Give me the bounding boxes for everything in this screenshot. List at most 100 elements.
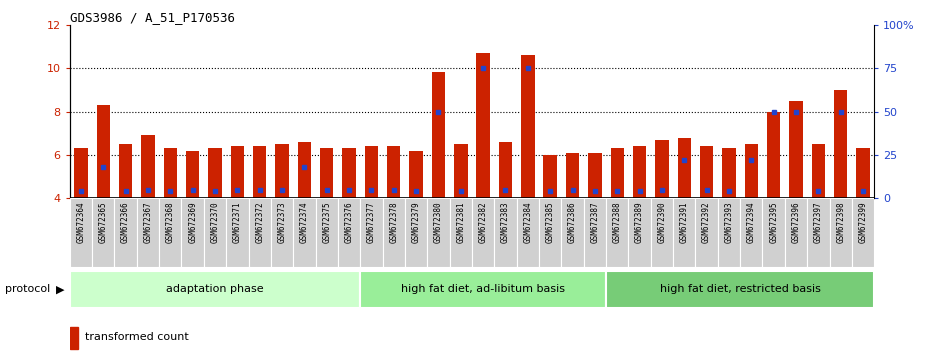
FancyBboxPatch shape xyxy=(606,271,874,308)
Bar xyxy=(632,146,646,198)
Bar xyxy=(588,153,602,198)
Bar xyxy=(745,144,758,198)
Bar xyxy=(565,153,579,198)
Text: GSM672399: GSM672399 xyxy=(858,202,868,243)
Text: GSM672374: GSM672374 xyxy=(299,202,309,243)
FancyBboxPatch shape xyxy=(449,198,472,267)
FancyBboxPatch shape xyxy=(830,198,852,267)
FancyBboxPatch shape xyxy=(763,198,785,267)
Bar xyxy=(365,146,379,198)
Bar xyxy=(186,150,199,198)
FancyBboxPatch shape xyxy=(181,198,204,267)
Text: GDS3986 / A_51_P170536: GDS3986 / A_51_P170536 xyxy=(70,11,234,24)
Bar xyxy=(320,148,334,198)
Bar xyxy=(834,90,847,198)
Bar xyxy=(521,55,535,198)
Text: GSM672392: GSM672392 xyxy=(702,202,711,243)
FancyBboxPatch shape xyxy=(204,198,226,267)
FancyBboxPatch shape xyxy=(70,198,92,267)
Bar xyxy=(700,146,713,198)
Text: GSM672369: GSM672369 xyxy=(188,202,197,243)
FancyBboxPatch shape xyxy=(718,198,740,267)
Text: GSM672388: GSM672388 xyxy=(613,202,622,243)
FancyBboxPatch shape xyxy=(606,198,629,267)
Bar xyxy=(432,73,445,198)
FancyBboxPatch shape xyxy=(852,198,874,267)
Text: ▶: ▶ xyxy=(56,284,64,295)
Text: GSM672373: GSM672373 xyxy=(277,202,286,243)
Text: GSM672376: GSM672376 xyxy=(345,202,353,243)
Text: GSM672393: GSM672393 xyxy=(724,202,734,243)
Bar xyxy=(231,146,244,198)
FancyBboxPatch shape xyxy=(271,198,293,267)
Bar xyxy=(812,144,825,198)
Text: GSM672370: GSM672370 xyxy=(210,202,219,243)
Bar xyxy=(387,146,401,198)
FancyBboxPatch shape xyxy=(427,198,449,267)
Bar xyxy=(723,148,736,198)
Text: GSM672372: GSM672372 xyxy=(255,202,264,243)
FancyBboxPatch shape xyxy=(293,198,315,267)
Text: GSM672390: GSM672390 xyxy=(658,202,667,243)
FancyBboxPatch shape xyxy=(70,271,360,308)
Text: GSM672366: GSM672366 xyxy=(121,202,130,243)
FancyBboxPatch shape xyxy=(114,198,137,267)
FancyBboxPatch shape xyxy=(226,198,248,267)
Text: adaptation phase: adaptation phase xyxy=(166,284,264,295)
FancyBboxPatch shape xyxy=(405,198,427,267)
FancyBboxPatch shape xyxy=(472,198,495,267)
FancyBboxPatch shape xyxy=(807,198,830,267)
Bar xyxy=(141,135,154,198)
Bar xyxy=(74,148,87,198)
Text: GSM672386: GSM672386 xyxy=(568,202,577,243)
FancyBboxPatch shape xyxy=(360,271,606,308)
Text: GSM672391: GSM672391 xyxy=(680,202,689,243)
Bar xyxy=(275,144,288,198)
Text: GSM672394: GSM672394 xyxy=(747,202,756,243)
Text: GSM672385: GSM672385 xyxy=(546,202,554,243)
Text: GSM672381: GSM672381 xyxy=(457,202,465,243)
Text: GSM672384: GSM672384 xyxy=(524,202,532,243)
FancyBboxPatch shape xyxy=(338,198,360,267)
FancyBboxPatch shape xyxy=(629,198,651,267)
FancyBboxPatch shape xyxy=(696,198,718,267)
Text: GSM672398: GSM672398 xyxy=(836,202,845,243)
Bar xyxy=(97,105,110,198)
FancyBboxPatch shape xyxy=(495,198,517,267)
FancyBboxPatch shape xyxy=(517,198,539,267)
FancyBboxPatch shape xyxy=(785,198,807,267)
Text: GSM672371: GSM672371 xyxy=(232,202,242,243)
Bar xyxy=(543,155,557,198)
FancyBboxPatch shape xyxy=(92,198,114,267)
FancyBboxPatch shape xyxy=(562,198,584,267)
FancyBboxPatch shape xyxy=(315,198,338,267)
Text: GSM672397: GSM672397 xyxy=(814,202,823,243)
Text: high fat diet, ad-libitum basis: high fat diet, ad-libitum basis xyxy=(401,284,565,295)
Text: GSM672375: GSM672375 xyxy=(322,202,331,243)
FancyBboxPatch shape xyxy=(137,198,159,267)
Bar xyxy=(767,112,780,198)
Text: GSM672396: GSM672396 xyxy=(791,202,801,243)
Bar xyxy=(454,144,468,198)
Bar xyxy=(498,142,512,198)
FancyBboxPatch shape xyxy=(539,198,562,267)
FancyBboxPatch shape xyxy=(360,198,382,267)
Text: GSM672387: GSM672387 xyxy=(591,202,599,243)
Bar xyxy=(678,138,691,198)
Bar xyxy=(857,148,870,198)
Bar xyxy=(790,101,803,198)
Text: GSM672368: GSM672368 xyxy=(166,202,175,243)
Text: GSM672377: GSM672377 xyxy=(367,202,376,243)
Bar xyxy=(656,140,669,198)
FancyBboxPatch shape xyxy=(159,198,181,267)
Bar xyxy=(253,146,266,198)
Bar xyxy=(119,144,132,198)
FancyBboxPatch shape xyxy=(382,198,405,267)
Text: GSM672365: GSM672365 xyxy=(99,202,108,243)
FancyBboxPatch shape xyxy=(740,198,763,267)
Text: transformed count: transformed count xyxy=(85,332,189,342)
Bar xyxy=(298,142,311,198)
Bar xyxy=(610,148,624,198)
Text: GSM672382: GSM672382 xyxy=(479,202,487,243)
Text: GSM672389: GSM672389 xyxy=(635,202,644,243)
